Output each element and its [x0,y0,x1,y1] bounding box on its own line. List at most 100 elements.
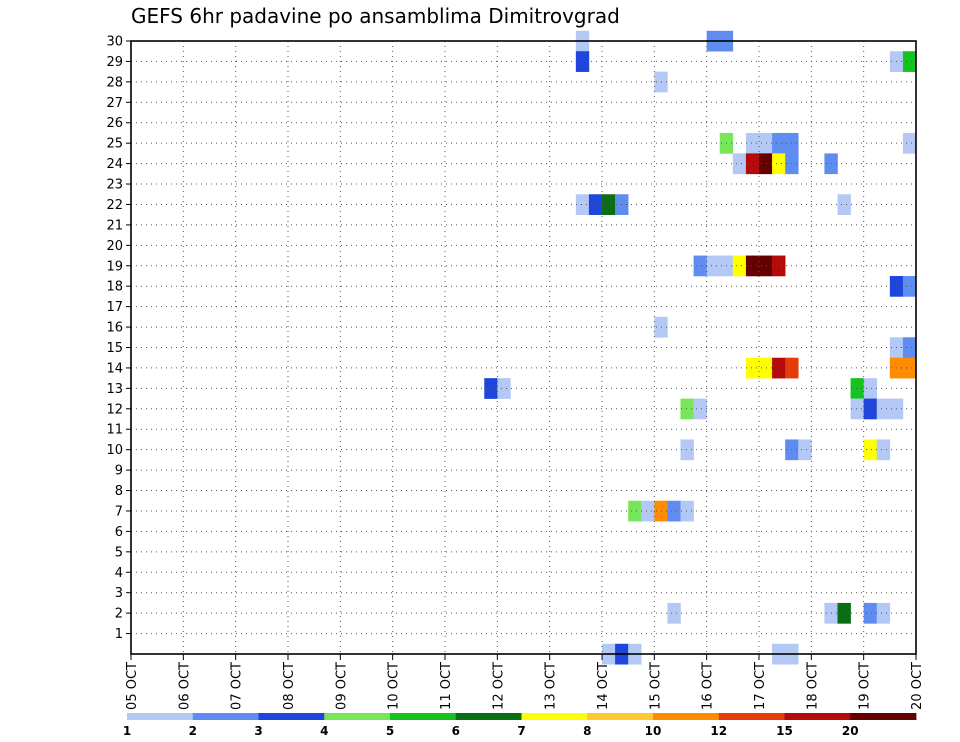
heat-cell [863,602,878,624]
legend-label: 12 [710,724,727,738]
heat-cell [876,439,891,461]
heat-cell [772,153,786,175]
heat-cell [693,398,707,420]
heat-cell [850,398,864,420]
legend-swatch [192,713,259,720]
heat-cell [745,255,760,277]
heat-cell [759,357,773,379]
y-tick-label: 17 [106,300,123,315]
heat-cell [693,255,707,277]
y-tick-label: 4 [115,566,123,581]
grid-layer [131,41,916,654]
x-tick-label: 08 OCT [282,662,297,710]
y-tick-label: 8 [115,484,123,499]
heat-cell [772,357,786,379]
legend-label: 10 [645,724,662,738]
heat-cell [902,51,917,72]
y-tick-label: 5 [115,545,123,560]
legend-label: 15 [776,724,793,738]
y-tick-label: 14 [106,361,123,376]
heat-cell [876,398,891,420]
heat-cell [588,194,603,215]
y-tick-label: 6 [115,525,123,540]
legend-swatch [390,713,457,720]
y-tick-label: 10 [106,443,123,458]
legend-label: 5 [386,724,394,738]
y-tick-label: 28 [106,75,123,90]
heat-cell [706,255,721,277]
y-tick-label: 20 [106,239,123,254]
heat-cell [745,357,760,379]
legend-label: 4 [320,724,328,738]
color-legend: 1 2 3 4 5 6 7 8 10 12 15 20 [123,713,917,738]
legend-swatch [324,713,391,720]
legend-swatch [784,713,851,720]
heat-cell [837,194,851,215]
y-tick-label: 21 [106,218,123,233]
legend-label: 3 [254,724,262,738]
heat-cell [876,602,891,624]
y-tick-label: 27 [106,96,123,111]
heat-cell [772,132,786,154]
heat-cell [863,439,878,461]
legend-label: 1 [123,724,131,738]
y-tick-label: 19 [106,259,123,274]
y-tick-label: 30 [106,35,123,50]
cells-layer [484,30,917,665]
legend-label: 8 [583,724,591,738]
x-tick-label: 15 OCT [648,662,663,710]
heat-cell [863,398,878,420]
heat-cell [850,378,864,399]
heat-cell [772,255,786,277]
legend-swatch [127,713,194,720]
heat-cell [680,398,694,420]
heat-cell [759,255,773,277]
y-tick-label: 25 [106,137,123,152]
heat-cell [902,275,917,297]
y-tick-label: 7 [115,504,123,519]
heat-cell [732,153,747,175]
legend-swatch [521,713,588,720]
y-tick-label: 1 [115,627,123,642]
heat-cell [798,439,812,461]
heat-cell [628,500,642,522]
y-tick-label: 12 [106,402,123,417]
legend-label: 7 [517,724,525,738]
legend-swatch [587,713,654,720]
heat-cell [837,602,851,624]
x-tick-label: 06 OCT [177,662,192,710]
heat-cell [759,132,773,154]
legend-swatch [653,713,720,720]
legend-swatch [258,713,325,720]
y-axis: 1234567891011121314151617181920212223242… [106,35,131,642]
legend-swatch [850,713,917,720]
y-tick-label: 9 [115,464,123,479]
x-tick-label: 18 OCT [805,662,820,710]
x-tick-label: 13 OCT [544,662,559,710]
y-tick-label: 29 [106,55,123,70]
heat-cell [680,500,694,522]
heat-cell [902,337,917,359]
y-tick-label: 22 [106,198,123,213]
x-tick-label: 16 OCT [701,662,716,710]
heat-cell [863,378,878,399]
y-tick-label: 23 [106,178,123,193]
x-tick-label: 19 OCT [858,662,873,710]
heat-cell [667,500,681,522]
heat-cell [497,378,511,399]
heat-cell [902,132,917,154]
chart-title: GEFS 6hr padavine po ansamblima Dimitrov… [131,4,620,28]
legend-swatch [455,713,522,720]
x-tick-label: 20 OCT [910,662,925,710]
y-tick-label: 16 [106,321,123,336]
heat-cell [484,378,498,399]
x-tick-label: 11 OCT [439,662,454,710]
y-tick-label: 3 [115,586,123,601]
heat-cell [575,51,590,72]
heat-cell [745,153,760,175]
heat-cell [759,153,773,175]
legend-swatch [718,713,785,720]
x-tick-label: 14 OCT [596,662,611,710]
y-tick-label: 24 [106,157,123,172]
heat-cell [680,439,694,461]
